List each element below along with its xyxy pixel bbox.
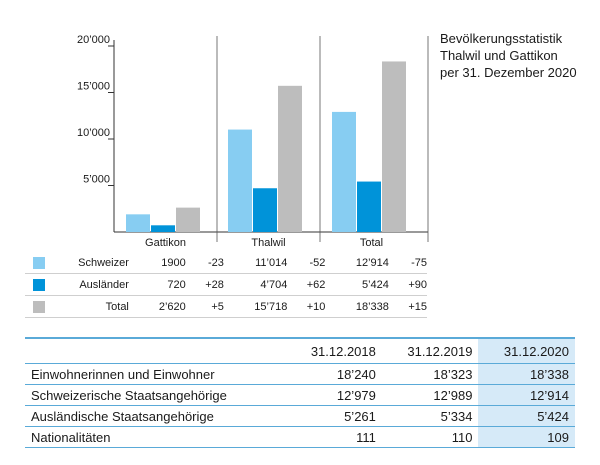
- legend-value: 11’014: [223, 252, 288, 274]
- header-cell: [25, 337, 286, 364]
- bar-chart: 5’000 10’000 15’000 20’000 Gattikon Thalwil To…: [77, 34, 429, 249]
- legend-value: 2’620: [132, 295, 186, 318]
- chart-title: Bevölkerungsstatistik Thalwil und Gattik…: [440, 30, 577, 81]
- y-tick-label: 15’000: [77, 81, 110, 93]
- stats-header-row: 31.12.2018 31.12.2019 31.12.2020: [25, 337, 575, 364]
- bar-schweizer: [126, 214, 150, 232]
- table-row: Einwohnerinnen und Einwohner 18’240 18’3…: [25, 363, 575, 385]
- table-cell-highlight: 5’424: [478, 405, 575, 427]
- bar-ausländer: [253, 188, 277, 232]
- legend-table: Schweizer 1900 -23 11’014 -52 12’914 -75 Auslän…: [25, 252, 427, 318]
- table-cell: 110: [381, 426, 479, 448]
- row-label: Schweizerische Staatsangehörige: [25, 384, 286, 406]
- table-cell: 18’323: [381, 363, 479, 385]
- legend-label: Ausländer: [63, 273, 133, 296]
- y-tick-label: 5’000: [83, 174, 110, 186]
- legend-row: Schweizer 1900 -23 11’014 -52 12’914 -75: [25, 252, 427, 274]
- legend-value: 1900: [132, 252, 186, 274]
- legend-value: +5: [185, 295, 224, 318]
- legend-value: -52: [287, 252, 326, 274]
- bar-ausländer: [151, 225, 175, 232]
- legend-value: +28: [185, 273, 224, 296]
- category-label: Thalwil: [251, 237, 285, 249]
- legend-value: +10: [287, 295, 326, 318]
- bar-schweizer: [332, 111, 356, 232]
- table-cell: 18’240: [285, 363, 382, 385]
- legend-value: -75: [388, 252, 427, 274]
- legend-value: 12’914: [325, 252, 389, 274]
- row-label: Einwohnerinnen und Einwohner: [25, 363, 286, 385]
- table-cell: 5’334: [381, 405, 479, 427]
- header-cell: 31.12.2018: [285, 337, 382, 364]
- y-tick-label: 10’000: [77, 127, 110, 139]
- table-cell: 5’261: [285, 405, 382, 427]
- table-cell: 111: [285, 426, 382, 448]
- title-line-3: per 31. Dezember 2020: [440, 65, 577, 80]
- table-row: Schweizerische Staatsangehörige 12’979 1…: [25, 384, 575, 406]
- header-cell-highlight: 31.12.2020: [478, 337, 575, 364]
- legend-value: 5’424: [325, 273, 389, 296]
- title-line-1: Bevölkerungsstatistik: [440, 31, 563, 46]
- legend-swatch-cell: [25, 273, 64, 296]
- row-label: Ausländische Staatsangehörige: [25, 405, 286, 427]
- table-cell: 12’989: [381, 384, 479, 406]
- title-line-2: Thalwil und Gattikon: [440, 48, 558, 63]
- bar-schweizer: [228, 129, 252, 232]
- table-cell-highlight: 109: [478, 426, 575, 448]
- legend-value: +62: [287, 273, 326, 296]
- header-cell: 31.12.2019: [381, 337, 479, 364]
- legend-value: +15: [388, 295, 427, 318]
- table-row: Nationalitäten 111 110 109: [25, 426, 575, 448]
- legend-swatch: [33, 256, 45, 269]
- row-label: Nationalitäten: [25, 426, 286, 448]
- legend-swatch: [33, 300, 45, 313]
- bar-ausländer: [357, 181, 381, 232]
- category-label: Total: [360, 237, 383, 249]
- bar-total: [382, 61, 406, 232]
- legend-swatch-cell: [25, 252, 64, 274]
- table-cell-highlight: 18’338: [478, 363, 575, 385]
- legend-label: Total: [63, 295, 133, 318]
- legend-value: -23: [185, 252, 224, 274]
- stats-table: 31.12.2018 31.12.2019 31.12.2020 Einwohn…: [25, 337, 575, 448]
- table-cell: 12’979: [285, 384, 382, 406]
- y-tick-label: 20’000: [77, 34, 110, 46]
- legend-label: Schweizer: [63, 252, 133, 274]
- legend-swatch-cell: [25, 295, 64, 318]
- legend-value: 18’338: [325, 295, 389, 318]
- bar-total: [278, 85, 302, 232]
- legend-row: Ausländer 720 +28 4’704 +62 5’424 +90: [25, 273, 427, 296]
- bar-total: [176, 207, 200, 232]
- legend-swatch: [33, 278, 45, 291]
- table-row: Ausländische Staatsangehörige 5’261 5’33…: [25, 405, 575, 427]
- legend-value: 4’704: [223, 273, 288, 296]
- category-label: Gattikon: [145, 237, 186, 249]
- legend-value: 15’718: [223, 295, 288, 318]
- legend-row: Total 2’620 +5 15’718 +10 18’338 +15: [25, 295, 427, 318]
- legend-value: +90: [388, 273, 427, 296]
- legend-value: 720: [132, 273, 186, 296]
- table-cell-highlight: 12’914: [478, 384, 575, 406]
